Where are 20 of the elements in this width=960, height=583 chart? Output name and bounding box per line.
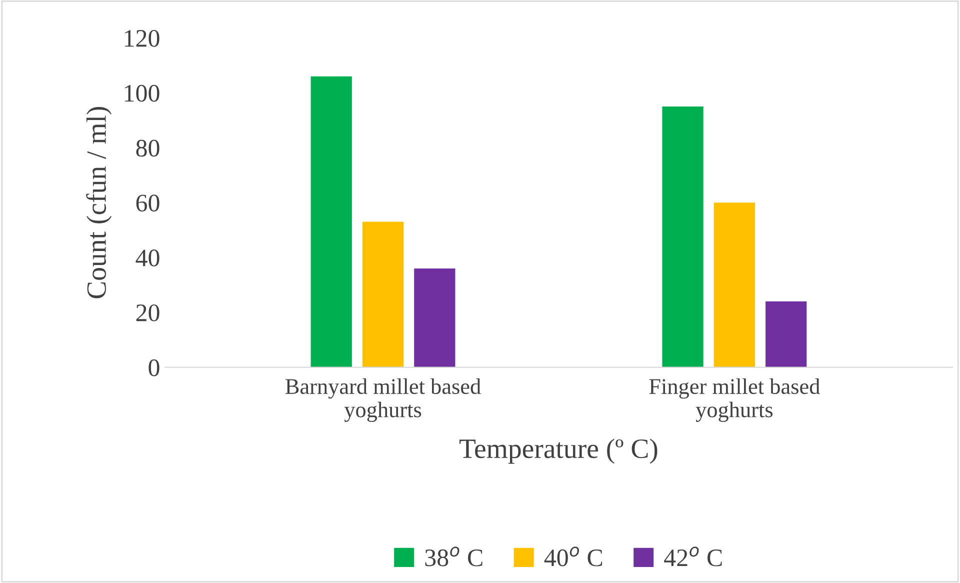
y-tick-label: 60 [136, 194, 160, 212]
legend-label: 38$^{o}$ C [425, 546, 482, 566]
x-tick-label: Finger millet based yoghurts [649, 378, 820, 422]
legend-label: 42$^{o}$ C [664, 546, 722, 566]
bar [662, 106, 704, 368]
y-tick-label: 40 [136, 250, 160, 266]
y-axis-title: Count (cfun / ml) [86, 106, 112, 298]
y-tick-label: 120 [124, 30, 160, 47]
y-tick-label: 100 [124, 84, 160, 102]
bar [414, 268, 456, 368]
bar [362, 222, 404, 368]
x-axis-title: Temperature (º C) [459, 438, 658, 464]
y-tick-label: 20 [136, 304, 160, 322]
bar [714, 202, 755, 368]
x-tick-label: Barnyard millet based yoghurts [286, 378, 481, 422]
bar [310, 76, 352, 368]
y-tick-label: 0 [148, 359, 160, 376]
legend-label: 40$^{o}$ C [544, 546, 602, 566]
y-tick-label: 80 [136, 140, 160, 157]
bar [766, 301, 807, 368]
